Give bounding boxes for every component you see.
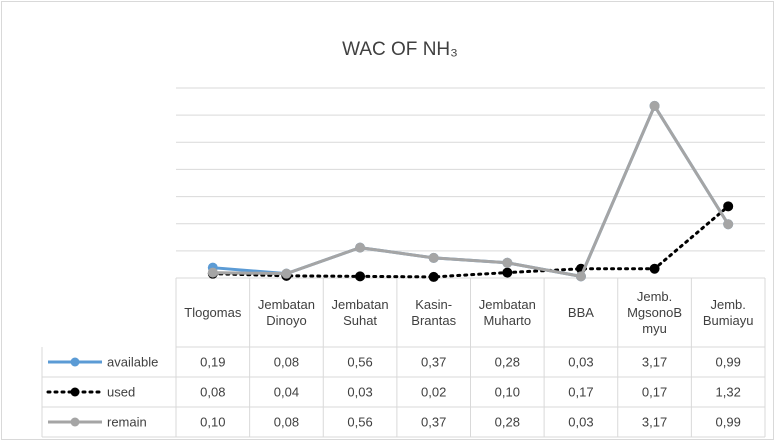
- data-point: [207, 267, 218, 278]
- x-tick-label: Jemb. MgsonoB myu: [627, 288, 683, 336]
- data-point: [428, 252, 439, 263]
- x-tick-label: Jemb. Bumiayu: [702, 296, 754, 328]
- value-label: 0,99: [716, 414, 741, 429]
- data-point: [355, 242, 366, 253]
- legend-label: available: [107, 354, 158, 369]
- value-label: 0,99: [716, 354, 741, 369]
- legend-label: remain: [107, 414, 147, 429]
- data-point: [502, 257, 513, 268]
- category-cell: BBA: [567, 304, 594, 320]
- x-tick-label: Jembatan Dinoyo: [257, 296, 315, 328]
- category-cell: Kasin-Brantas: [411, 296, 457, 328]
- data-point: [723, 201, 734, 212]
- legend-marker: [70, 357, 80, 367]
- value-label: 0,17: [568, 384, 593, 399]
- value-label: 3,17: [642, 354, 667, 369]
- data-point: [428, 271, 439, 282]
- value-label: 0,03: [568, 414, 593, 429]
- legend-marker: [70, 387, 80, 397]
- value-label: 0,03: [347, 384, 372, 399]
- value-label: 1,32: [716, 384, 741, 399]
- value-label: 0,08: [274, 354, 299, 369]
- value-label: 0,08: [200, 384, 225, 399]
- series-line: [211, 204, 730, 279]
- legend-marker: [70, 417, 80, 427]
- value-label: 0,10: [200, 414, 225, 429]
- series-line: [212, 102, 730, 279]
- value-label: 0,10: [495, 384, 520, 399]
- category-cell: Jembatan Muharto: [478, 296, 536, 328]
- value-label: 3,17: [642, 414, 667, 429]
- category-cell: Jemb. MgsonoB myu: [627, 288, 683, 336]
- x-tick-label: Jembatan Suhat: [331, 296, 389, 328]
- x-tick-label: Jembatan Muharto: [478, 296, 536, 328]
- value-label: 0,28: [495, 354, 520, 369]
- value-label: 0,56: [347, 354, 372, 369]
- data-point: [502, 267, 513, 278]
- x-tick-label: Tlogomas: [184, 304, 242, 320]
- category-cell: Jembatan Dinoyo: [257, 296, 315, 328]
- value-label: 0,04: [274, 384, 299, 399]
- value-label: 0,03: [568, 354, 593, 369]
- x-tick-label: Kasin-Brantas: [411, 296, 457, 328]
- x-tick-label: BBA: [567, 304, 594, 320]
- chart-title: WAC OF NH₃: [342, 39, 458, 60]
- value-label: 0,37: [421, 354, 446, 369]
- data-point: [575, 271, 586, 282]
- category-cell: Tlogomas: [184, 304, 242, 320]
- value-label: 0,37: [421, 414, 446, 429]
- value-label: 0,08: [274, 414, 299, 429]
- category-cell: Jembatan Suhat: [331, 296, 389, 328]
- data-point: [649, 263, 660, 274]
- legend-label: used: [107, 384, 135, 399]
- value-label: 0,02: [421, 384, 446, 399]
- category-cell: Jemb. Bumiayu: [702, 296, 754, 328]
- value-label: 0,19: [200, 354, 225, 369]
- value-label: 0,28: [495, 414, 520, 429]
- data-point: [355, 271, 366, 282]
- value-label: 0,17: [642, 384, 667, 399]
- data-point: [649, 100, 660, 111]
- data-point: [281, 268, 292, 279]
- value-label: 0,56: [347, 414, 372, 429]
- data-point: [723, 219, 734, 230]
